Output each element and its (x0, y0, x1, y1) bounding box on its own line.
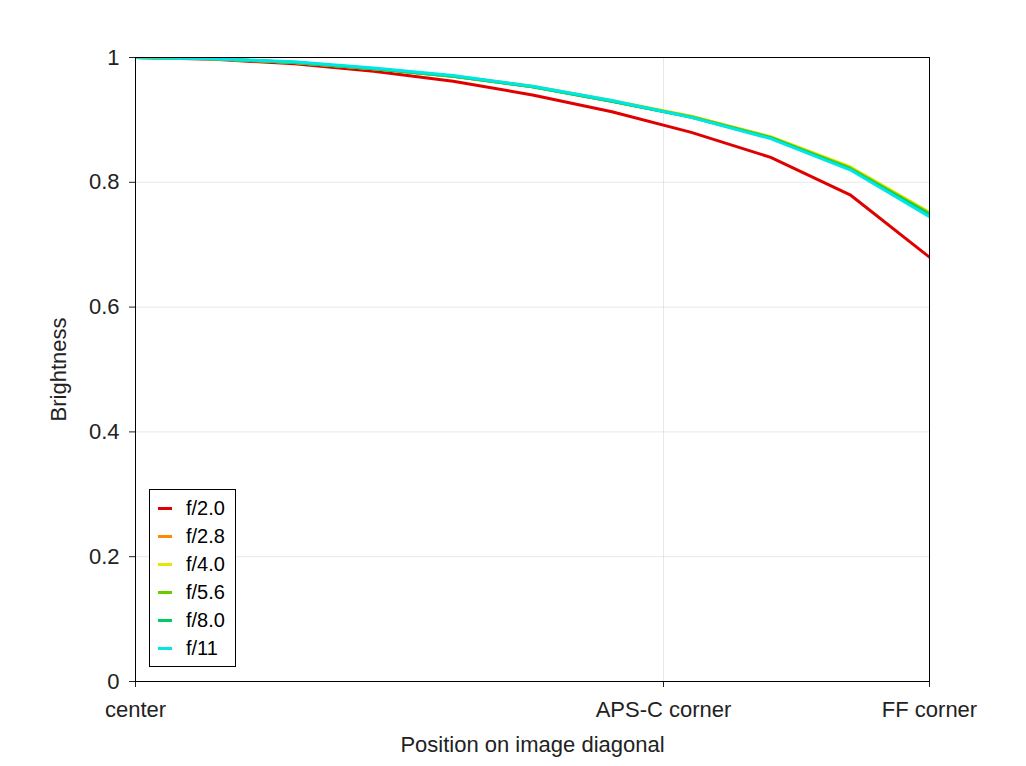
svg-text:0.2: 0.2 (89, 544, 120, 569)
svg-text:Position on image diagonal: Position on image diagonal (400, 732, 664, 757)
svg-text:0: 0 (107, 669, 119, 694)
html-text:f/4.0: f/4.0 (186, 553, 225, 575)
svg-text:FF corner: FF corner (882, 697, 977, 722)
svg-text:Brightness: Brightness (46, 318, 71, 422)
svg-text:0.6: 0.6 (89, 294, 120, 319)
html-text:f/2.0: f/2.0 (186, 497, 225, 519)
html-text:f/5.6: f/5.6 (186, 581, 225, 603)
svg-text:APS-C corner: APS-C corner (596, 697, 732, 722)
svg-text:center: center (105, 697, 166, 722)
svg-text:0.4: 0.4 (89, 419, 120, 444)
html-text:f/8.0: f/8.0 (186, 609, 225, 631)
html-text:f/11: f/11 (186, 637, 218, 659)
html-text:f/2.8: f/2.8 (186, 525, 225, 547)
svg-text:1: 1 (107, 45, 119, 70)
svg-text:0.8: 0.8 (89, 169, 120, 194)
